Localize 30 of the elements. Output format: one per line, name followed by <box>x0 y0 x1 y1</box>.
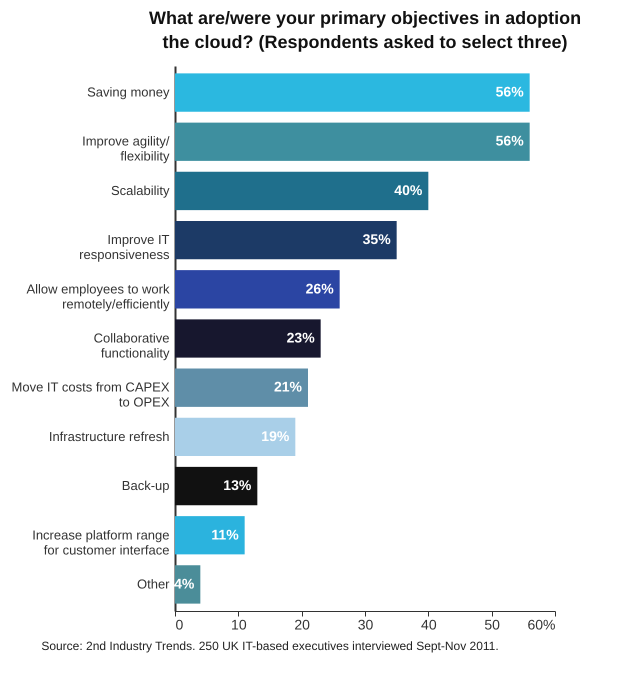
y-tick-label: Saving money <box>87 84 170 100</box>
y-tick-label: Increase platform range for customer interface <box>32 527 170 558</box>
y-tick-label: Other <box>136 576 170 592</box>
data-label: 40% <box>394 182 423 198</box>
x-tick-label: 10 <box>231 616 247 632</box>
y-tick-label: Move IT costs from CAPEX to OPEX <box>12 380 170 410</box>
data-label: 35% <box>362 231 392 248</box>
data-label: 56% <box>496 84 524 100</box>
data-label: 13% <box>223 477 252 494</box>
y-tick-label: Infrastructure refresh <box>48 428 170 444</box>
data-label: 23% <box>286 330 316 346</box>
y-tick-label: Improve agility/ flexibility <box>82 134 170 164</box>
x-tick-label: 60% <box>527 616 556 632</box>
x-tick-label: 20 <box>294 616 310 632</box>
y-tick-label: Collaborative functionality <box>94 330 170 360</box>
y-tick-label: Back-up <box>122 478 170 494</box>
source-note: Source: 2nd Industry Trends. 250 UK IT-based executives interviewed Sept-Nov 2011. <box>41 639 499 653</box>
y-tick-label: Allow employees to work remotely/efficiently <box>26 281 170 312</box>
chart-title: What are/were your primary objectives in adoption the cloud? (Respondents asked to select three) <box>148 8 582 52</box>
data-label: 56% <box>496 132 524 149</box>
x-tick-label: 40 <box>421 616 437 632</box>
data-label: 26% <box>306 280 334 296</box>
x-tick-label: 0 <box>176 616 184 632</box>
x-tick-label: 30 <box>358 616 374 632</box>
y-tick-label: Improve IT responsiveness <box>79 232 170 262</box>
y-tick-label: Scalability <box>110 182 170 198</box>
data-label: 19% <box>261 428 290 444</box>
data-label: 21% <box>274 378 303 395</box>
x-tick-label: 50 <box>484 616 500 632</box>
data-label: 11% <box>211 526 240 542</box>
